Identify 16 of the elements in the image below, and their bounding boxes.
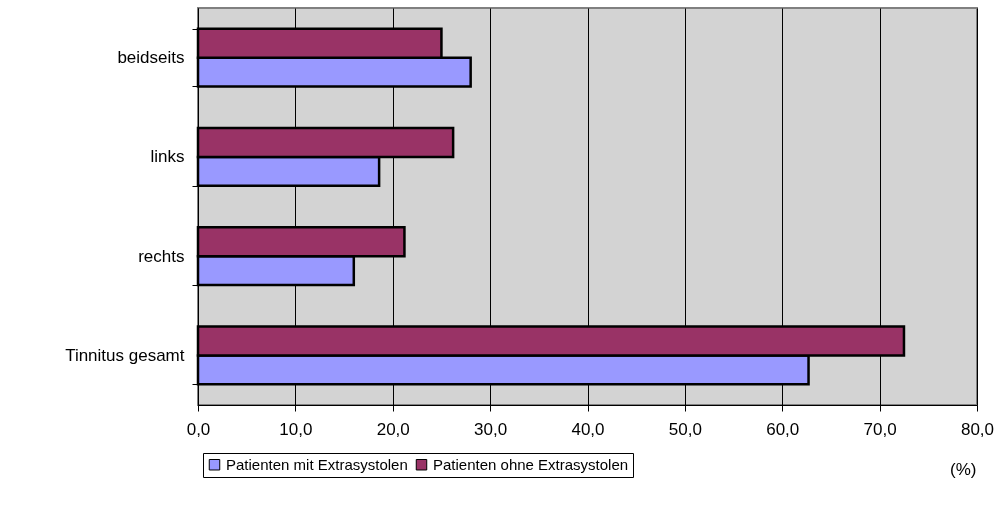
x-tick-label: 30,0	[474, 419, 508, 439]
y-tick-label: beidseits	[117, 48, 185, 68]
x-tick-label: 70,0	[863, 419, 897, 439]
y-tick-label: Tinnitus gesamt	[65, 345, 185, 365]
x-tick-label: 50,0	[668, 419, 702, 439]
legend-label: Patienten ohne Extrasystolen	[433, 455, 629, 473]
x-tick-label: 80,0	[960, 419, 995, 439]
x-tick-label: 0,0	[186, 419, 211, 439]
x-tick-label: 60,0	[766, 419, 800, 439]
x-tick-label: 20,0	[376, 419, 410, 439]
x-tick-label: 40,0	[571, 419, 605, 439]
y-tick-label: links	[150, 147, 185, 167]
legend-label: Patienten mit Extrasystolen	[226, 455, 408, 473]
x-tick-label: 10,0	[279, 419, 313, 439]
x-axis-title: (%)	[950, 459, 977, 479]
y-tick-label: rechts	[138, 246, 185, 266]
